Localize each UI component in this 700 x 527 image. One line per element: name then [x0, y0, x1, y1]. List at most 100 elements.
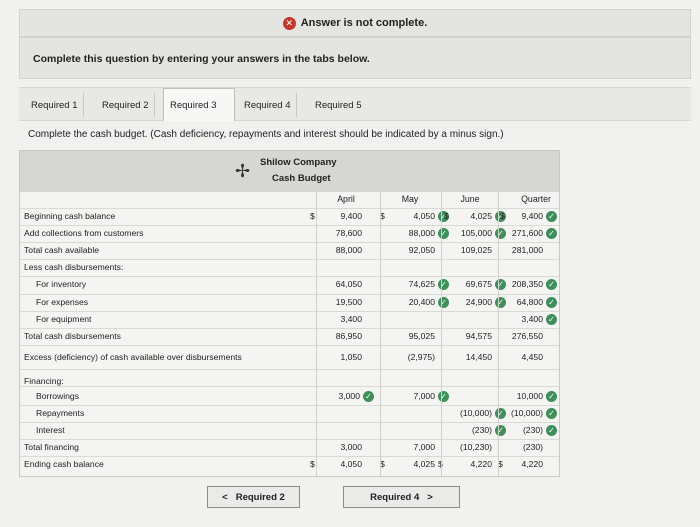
cell-quarter[interactable]: 10,000 ✓: [517, 391, 557, 403]
instructions-text: Complete this question by entering your …: [33, 53, 370, 65]
instructions-box: Complete this question by entering your …: [19, 37, 691, 79]
correct-check-icon: ✓: [438, 297, 449, 309]
col-quarter: Quarter: [521, 194, 551, 204]
cell-april[interactable]: 9,400: [340, 211, 362, 221]
cell-june[interactable]: 4,025 ✓: [470, 211, 506, 223]
cell-may[interactable]: 4,050 ✓: [413, 211, 449, 223]
row-label: Total financing: [24, 442, 79, 452]
cell-quarter[interactable]: 208,350 ✓: [512, 279, 557, 291]
cell-june[interactable]: 4,220: [470, 459, 492, 469]
row-label: Borrowings: [36, 391, 79, 401]
cash-budget-sheet: ✢ Shilow Company Cash Budget April May J…: [19, 150, 560, 477]
cell-quarter[interactable]: (10,000) ✓: [511, 408, 557, 420]
answer-status-banner: ✕ Answer is not complete.: [19, 9, 691, 37]
currency-symbol: $: [444, 211, 449, 221]
table-row: Total financing 3,000 7,000 (10,230) (23…: [20, 440, 559, 457]
sheet-header: ✢ Shilow Company Cash Budget: [20, 151, 559, 192]
chevron-left-icon: <: [222, 491, 228, 503]
cell-quarter[interactable]: (230): [522, 442, 543, 452]
row-label: Ending cash balance: [24, 459, 104, 469]
cell-quarter[interactable]: 271,600 ✓: [512, 228, 557, 240]
cell-april[interactable]: 1,050: [340, 352, 362, 362]
cell-april[interactable]: 3,400: [340, 314, 362, 324]
currency-symbol: $: [310, 211, 315, 221]
tab-required-5[interactable]: Required 5: [315, 99, 362, 111]
correct-check-icon: ✓: [438, 279, 449, 291]
row-label: Excess (deficiency) of cash available ov…: [24, 352, 242, 362]
correct-check-icon: ✓: [546, 228, 557, 240]
cell-may[interactable]: 7,000: [413, 442, 435, 452]
correct-check-icon: ✓: [438, 391, 449, 403]
column-divider: [380, 192, 381, 476]
tab-required-4[interactable]: Required 4: [238, 93, 298, 117]
cell-june[interactable]: 105,000 ✓: [461, 228, 506, 240]
column-divider: [316, 192, 317, 476]
cell-may[interactable]: 92,050: [408, 245, 435, 255]
row-label: Interest: [36, 425, 65, 435]
cell-april[interactable]: 64,050: [335, 279, 362, 289]
correct-check-icon: ✓: [495, 228, 506, 240]
cell-june[interactable]: 24,900 ✓: [466, 297, 506, 309]
cell-quarter[interactable]: 9,400 ✓: [521, 211, 557, 223]
cell-quarter[interactable]: 4,220: [521, 459, 543, 469]
cell-may[interactable]: (2,975): [407, 352, 435, 362]
cell-quarter[interactable]: (230) ✓: [523, 425, 557, 437]
cell-may[interactable]: 4,025: [413, 459, 435, 469]
answer-status-text: Answer is not complete.: [300, 17, 428, 29]
tabs-bar: Required 1 Required 2 Required 3 Require…: [19, 87, 691, 121]
cell-may[interactable]: 74,625 ✓: [409, 279, 449, 291]
cell-april[interactable]: 3,000: [340, 442, 362, 452]
cell-april[interactable]: 3,000 ✓: [338, 391, 374, 403]
cell-june[interactable]: (10,230): [459, 442, 492, 452]
cell-june[interactable]: 109,025: [460, 245, 492, 255]
cell-april[interactable]: 86,950: [335, 331, 362, 341]
cell-quarter[interactable]: 281,000: [511, 245, 543, 255]
cell-quarter[interactable]: 64,800 ✓: [517, 297, 557, 309]
cell-june[interactable]: 14,450: [465, 352, 492, 362]
correct-check-icon: ✓: [546, 408, 557, 420]
cell-may[interactable]: 7,000 ✓: [413, 391, 449, 403]
cell-april[interactable]: 19,500: [335, 297, 362, 307]
tab-required-3[interactable]: Required 3: [163, 88, 235, 121]
cell-may[interactable]: 95,025: [408, 331, 435, 341]
correct-check-icon: ✓: [495, 279, 506, 291]
cell-june[interactable]: (230) ✓: [472, 425, 506, 437]
row-label: Add collections from customers: [24, 228, 144, 238]
correct-check-icon: ✓: [546, 425, 557, 437]
row-label: Less cash disbursements:: [24, 262, 124, 272]
currency-symbol: $: [500, 211, 505, 221]
cell-quarter[interactable]: 4,450: [521, 352, 543, 362]
cell-may[interactable]: 88,000 ✓: [409, 228, 449, 240]
error-x-icon: ✕: [282, 16, 296, 30]
budget-title: Cash Budget: [272, 173, 331, 184]
cell-april[interactable]: 88,000: [335, 245, 362, 255]
cell-june[interactable]: 69,675 ✓: [466, 279, 506, 291]
col-april: April: [337, 194, 355, 204]
tab-required-2[interactable]: Required 2: [96, 93, 156, 117]
row-label: Total cash available: [24, 245, 100, 255]
table-row: Ending cash balance $ 4,050 $ 4,025 $ 4,…: [20, 457, 559, 474]
correct-check-icon: ✓: [546, 391, 557, 403]
row-label: Repayments: [36, 408, 85, 418]
row-label: For equipment: [36, 314, 92, 324]
cell-quarter[interactable]: 276,550: [511, 331, 543, 341]
cell-quarter[interactable]: 3,400 ✓: [521, 314, 557, 326]
next-required-button[interactable]: Required 4 >: [343, 486, 460, 508]
correct-check-icon: ✓: [438, 211, 449, 223]
tab-required-1[interactable]: Required 1: [25, 93, 85, 117]
column-divider: [498, 192, 499, 476]
row-label: For inventory: [36, 279, 87, 289]
table-row: Beginning cash balance $ 9,400 $ 4,050 ✓ …: [20, 209, 559, 226]
correct-check-icon: ✓: [363, 391, 374, 403]
cell-april[interactable]: 78,600: [335, 228, 362, 238]
cell-april[interactable]: 4,050: [340, 459, 362, 469]
cell-june[interactable]: 94,575: [465, 331, 492, 341]
correct-check-icon: ✓: [495, 297, 506, 309]
cell-june[interactable]: (10,000) ✓: [460, 408, 506, 420]
correct-check-icon: ✓: [438, 228, 449, 240]
cell-may[interactable]: 20,400 ✓: [409, 297, 449, 309]
currency-symbol: $: [310, 459, 315, 469]
prev-required-button[interactable]: < Required 2: [207, 486, 300, 508]
table-row: Interest (230) ✓ (230) ✓: [20, 423, 559, 440]
move-handle-icon[interactable]: ✢: [235, 161, 251, 181]
